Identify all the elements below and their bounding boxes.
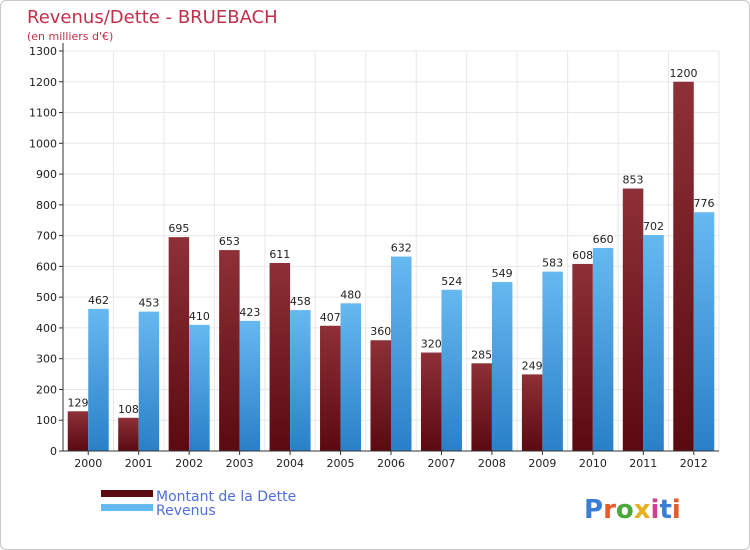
data-label-revenus: 632 [391, 242, 412, 255]
y-tick-label: 700 [36, 230, 57, 243]
y-tick-label: 200 [36, 383, 57, 396]
data-label-revenus: 524 [441, 275, 462, 288]
x-tick-label: 2005 [327, 457, 355, 470]
y-tick-label: 1000 [29, 137, 57, 150]
y-tick-label: 0 [50, 445, 57, 458]
y-tick-label: 1300 [29, 45, 57, 58]
bar-dette [420, 352, 442, 451]
data-label-dette: 611 [269, 248, 290, 261]
x-tick-label: 2011 [629, 457, 657, 470]
bar-dette [219, 250, 240, 451]
y-tick-label: 800 [36, 199, 57, 212]
bar-dette [673, 81, 694, 452]
data-label-revenus: 549 [492, 267, 513, 280]
bar-dette [572, 263, 593, 451]
data-label-dette: 1200 [670, 67, 698, 80]
y-tick-label: 600 [36, 260, 57, 273]
bar-dette [370, 340, 391, 451]
bar-revenus [391, 256, 412, 451]
bar-dette [269, 263, 291, 451]
bars [67, 81, 715, 452]
value-labels: 129 462 108 453 695 410 653 423 611 458 407 480 360 6… [67, 67, 714, 416]
y-tick-label: 100 [36, 414, 57, 427]
legend-swatch-dette [101, 490, 153, 497]
data-label-revenus: 423 [239, 306, 260, 319]
bar-revenus [643, 235, 664, 451]
data-label-dette: 653 [219, 235, 240, 248]
y-tick-label: 1100 [29, 107, 57, 120]
bar-dette [67, 411, 89, 451]
data-label-revenus: 458 [290, 295, 311, 308]
data-label-dette: 407 [320, 311, 341, 324]
data-label-revenus: 583 [542, 257, 563, 270]
x-tick-label: 2000 [74, 457, 102, 470]
x-tick-label: 2009 [528, 457, 556, 470]
data-label-revenus: 453 [138, 297, 159, 310]
bar-revenus [189, 324, 210, 451]
data-label-dette: 320 [421, 338, 442, 351]
bar-revenus [441, 289, 462, 451]
data-label-revenus: 776 [694, 197, 715, 210]
data-label-dette: 853 [623, 174, 644, 187]
chart-subtitle: (en milliers d'€) [27, 30, 114, 43]
bar-dette [168, 237, 190, 451]
y-tick-label: 900 [36, 168, 57, 181]
legend-swatch-revenus [101, 504, 153, 511]
x-tick-label: 2008 [478, 457, 506, 470]
bar-dette [118, 417, 139, 451]
data-label-dette: 249 [522, 359, 543, 372]
bar-dette [471, 363, 492, 451]
bar-revenus [340, 303, 362, 451]
proxiti-logo: Proxiti [584, 495, 681, 525]
chart-title: Revenus/Dette - BRUEBACH [27, 7, 278, 28]
data-label-revenus: 480 [340, 288, 361, 301]
data-label-dette: 695 [168, 222, 189, 235]
logo-text: Proxiti [584, 495, 681, 525]
bar-dette [622, 188, 644, 452]
data-label-dette: 360 [370, 325, 391, 338]
legend-label-dette: Montant de la Dette [156, 489, 296, 505]
data-label-dette: 108 [118, 403, 139, 416]
data-label-revenus: 410 [189, 310, 210, 323]
bar-revenus [693, 212, 715, 451]
bar-dette [521, 374, 543, 451]
bar-revenus [290, 310, 311, 451]
x-tick-label: 2004 [276, 457, 304, 470]
x-tick-label: 2003 [226, 457, 254, 470]
data-label-revenus: 462 [88, 294, 109, 307]
x-tick-label: 2001 [125, 457, 153, 470]
data-label-revenus: 660 [593, 233, 614, 246]
bar-revenus [491, 282, 513, 451]
x-tick-label: 2012 [680, 457, 708, 470]
bar-revenus [239, 320, 261, 451]
legend-label-revenus: Revenus [156, 503, 216, 519]
data-label-dette: 129 [67, 396, 88, 409]
axes: 0 100 200 300 400 500 600 700 800 900 1000 1100 1200… [29, 43, 719, 470]
x-tick-label: 2007 [427, 457, 455, 470]
data-label-dette: 285 [471, 348, 492, 361]
y-tick-label: 500 [36, 291, 57, 304]
x-tick-label: 2006 [377, 457, 405, 470]
data-label-revenus: 702 [643, 220, 664, 233]
bar-revenus [138, 311, 160, 451]
y-tick-label: 300 [36, 353, 57, 366]
y-tick-label: 400 [36, 322, 57, 335]
bar-revenus [88, 308, 109, 451]
data-label-dette: 608 [572, 249, 593, 262]
y-tick-label: 1200 [29, 76, 57, 89]
bar-revenus [542, 271, 563, 451]
x-tick-label: 2010 [579, 457, 607, 470]
bar-dette [320, 325, 341, 451]
bar-revenus [592, 247, 614, 451]
x-tick-label: 2002 [175, 457, 203, 470]
